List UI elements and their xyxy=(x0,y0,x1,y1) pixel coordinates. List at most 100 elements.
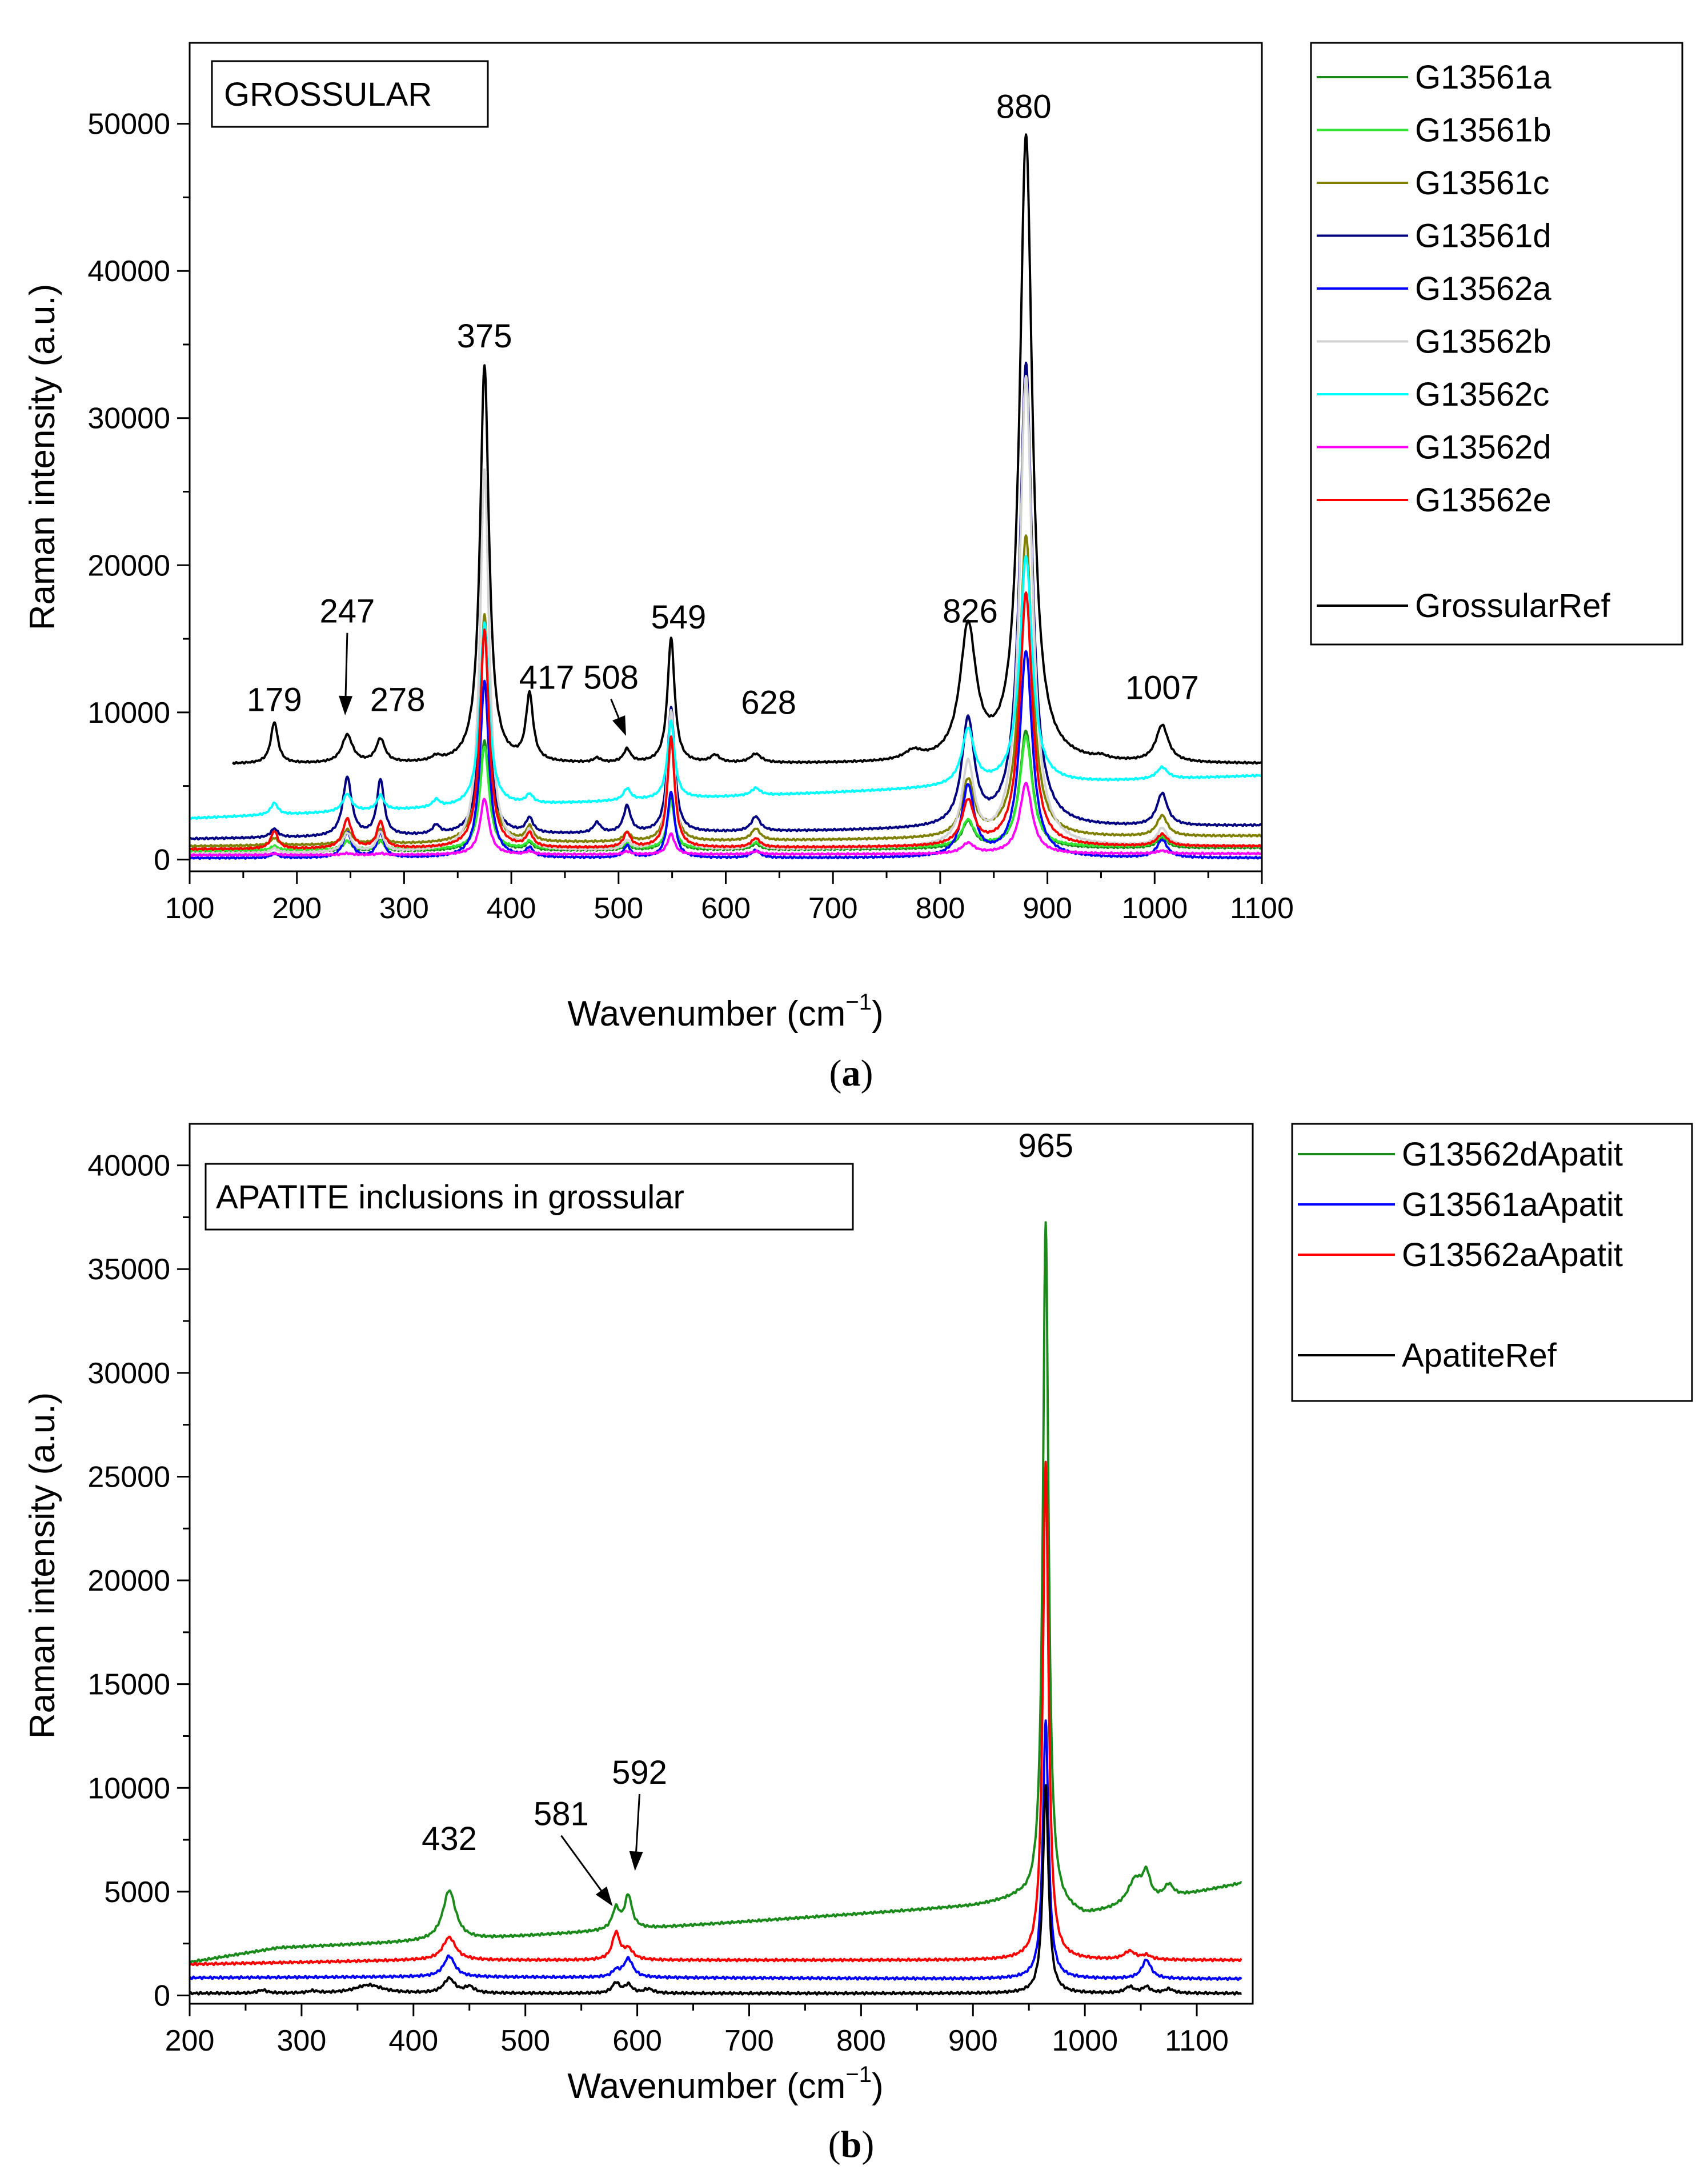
chart-a-x-tick-label: 1100 xyxy=(1230,892,1294,925)
chart-a-x-tick-label: 700 xyxy=(808,892,858,925)
chart-a-x-tick-label: 800 xyxy=(916,892,965,925)
chart-b-y-tick-label: 35000 xyxy=(87,1253,170,1286)
chart-a-peak-label-880: 880 xyxy=(996,88,1052,125)
chart-a-y-tick-label: 0 xyxy=(154,843,170,876)
chart-a-y-tick-label: 40000 xyxy=(87,255,170,288)
chart-a-series-g13562b xyxy=(189,374,1263,856)
chart-a-series-g13562e xyxy=(189,591,1263,851)
chart-a-series-g13562c xyxy=(189,555,1263,820)
chart-a-y-ticks: 0 10000 20000 30000 40000 50000 xyxy=(87,108,190,876)
panel-b: 200 300 400 500 600 700 800 900 1000 1100 0 5000 10… xyxy=(23,1123,1693,2165)
chart-b-y-tick-label: 5000 xyxy=(104,1876,170,1909)
chart-b-y-tick-label: 40000 xyxy=(87,1150,170,1183)
chart-b-x-tick-label: 300 xyxy=(277,2024,327,2057)
chart-a-title-box xyxy=(211,60,489,128)
chart-b-legend: G13562dApatit G13561aApatit G13562aApatit A… xyxy=(1298,1136,1623,1374)
chart-a-x-tick-label: 600 xyxy=(701,892,751,925)
chart-b-arrow-head xyxy=(595,1886,613,1907)
chart-a-legend-label-g13561b: G13561b xyxy=(1415,112,1551,149)
chart-b-peak-label-592: 592 xyxy=(612,1754,667,1791)
chart-b-legend-label-apatiteref: ApatiteRef xyxy=(1402,1337,1557,1374)
chart-b-x-tick-label: 700 xyxy=(724,2024,774,2057)
chart-a-series-grossularref xyxy=(232,133,1263,765)
chart-a-legend-label-g13561a: G13561a xyxy=(1415,59,1551,96)
chart-b-x-tick-label: 800 xyxy=(836,2024,886,2057)
chart-b-y-tick-label: 15000 xyxy=(87,1668,170,1701)
chart-a-peak-label-549: 549 xyxy=(651,599,707,636)
chart-a-y-axis-title: Raman intensity (a.u.) xyxy=(23,284,62,630)
chart-b-x-tick-label: 600 xyxy=(612,2024,662,2057)
chart-b-x-tick-label: 200 xyxy=(165,2024,215,2057)
chart-a-x-tick-label: 900 xyxy=(1023,892,1072,925)
chart-a-series-g13561d xyxy=(189,362,1263,840)
chart-b-y-tick-label: 0 xyxy=(154,1979,170,2012)
chart-a-legend-label-g13562a: G13562a xyxy=(1415,270,1551,307)
chart-b-x-tick-label: 1100 xyxy=(1165,2024,1229,2057)
chart-b-annotations: 965 432 581 592 xyxy=(422,1127,1073,1907)
chart-b-legend-label-g13561aapatit: G13561aApatit xyxy=(1402,1186,1623,1223)
chart-b-series-g13561aapatit xyxy=(189,1719,1242,1981)
chart-a-x-ticks: 100 200 300 400 500 600 700 800 900 1000 1100 xyxy=(165,871,1294,925)
chart-a-peak-label-179: 179 xyxy=(247,681,302,718)
chart-b-x-tick-label: 1000 xyxy=(1052,2024,1118,2057)
chart-a-series-g13561c xyxy=(189,534,1263,848)
chart-b-arrow-line xyxy=(560,1835,602,1891)
chart-a-peak-label-508: 508 xyxy=(583,659,639,696)
chart-a-legend-label-g13561c: G13561c xyxy=(1415,165,1549,202)
chart-a-peak-label-826: 826 xyxy=(943,593,998,630)
chart-b-y-tick-label: 30000 xyxy=(87,1357,170,1390)
chart-b-x-tick-label: 400 xyxy=(388,2024,438,2057)
chart-b-y-tick-label: 10000 xyxy=(87,1772,170,1805)
chart-b-arrow-line xyxy=(635,1793,640,1852)
chart-a-legend-label-grossularref: GrossularRef xyxy=(1415,587,1611,624)
chart-a-x-tick-label: 1000 xyxy=(1121,892,1188,925)
chart-b-y-axis-title: Raman intensity (a.u.) xyxy=(23,1392,62,1739)
panel-a: 100 200 300 400 500 600 700 800 900 1000 1100 0100… xyxy=(23,42,1683,1094)
chart-b-x-ticks: 200 300 400 500 600 700 800 900 1000 1100 xyxy=(165,2004,1229,2057)
chart-a-legend-box xyxy=(1310,42,1683,646)
chart-b-y-tick-label: 25000 xyxy=(87,1460,170,1494)
chart-a-annotations: 179 247 278 375 417 508 549 628 826 880 1007 xyxy=(247,88,1199,736)
chart-b-series-apatiteref xyxy=(189,1784,1242,1996)
chart-b-x-tick-label: 900 xyxy=(948,2024,998,2057)
chart-b-series-g13562aapatit xyxy=(189,1460,1242,1967)
chart-a-x-tick-label: 100 xyxy=(165,892,215,925)
chart-a-peak-label-1007: 1007 xyxy=(1125,670,1199,707)
chart-b-legend-label-g13562aapatit: G13562aApatit xyxy=(1402,1236,1623,1274)
chart-a-legend-label-g13562b: G13562b xyxy=(1415,323,1551,361)
chart-b-title: APATITE inclusions in grossular xyxy=(216,1179,684,1216)
chart-a-caption: (a) xyxy=(829,1052,873,1094)
chart-a-legend-label-g13562e: G13562e xyxy=(1415,482,1551,519)
chart-a-legend-label-g13561d: G13561d xyxy=(1415,218,1551,255)
chart-a-series-g13562d xyxy=(189,782,1263,858)
chart-a-arrow-line xyxy=(610,699,620,719)
chart-b-caption: (b) xyxy=(828,2124,875,2165)
chart-b-title-box xyxy=(205,1163,854,1231)
chart-a-y-tick-label: 20000 xyxy=(87,549,170,582)
chart-a-y-tick-label: 50000 xyxy=(87,108,170,141)
chart-b-peak-label-965: 965 xyxy=(1018,1127,1073,1164)
chart-a-arrow-line xyxy=(344,632,348,696)
chart-b-x-axis-title: Wavenumber (cm−1) xyxy=(567,2062,883,2106)
chart-a-title: GROSSULAR xyxy=(224,76,432,113)
chart-a-peak-label-628: 628 xyxy=(741,684,796,721)
chart-b-plot-frame xyxy=(189,1123,1254,2005)
chart-b-x-tick-label: 500 xyxy=(500,2024,550,2057)
chart-a-arrow-head xyxy=(339,695,353,715)
chart-a-peak-label-417: 417 xyxy=(519,659,575,696)
chart-b-series-group xyxy=(189,1221,1242,1996)
chart-b-peak-label-432: 432 xyxy=(422,1820,477,1857)
chart-a-legend-label-g13562c: G13562c xyxy=(1415,376,1549,413)
chart-a-x-axis-title: Wavenumber (cm−1) xyxy=(567,990,883,1034)
chart-a-peak-label-278: 278 xyxy=(370,681,426,718)
chart-a-plot-frame xyxy=(189,42,1263,872)
chart-b-legend-label-g13562dapatit: G13562dApatit xyxy=(1402,1136,1623,1173)
chart-a-x-tick-label: 200 xyxy=(272,892,322,925)
chart-a-peak-label-247: 247 xyxy=(320,593,375,630)
chart-b-y-tick-label: 20000 xyxy=(87,1564,170,1598)
chart-a-x-tick-label: 400 xyxy=(487,892,536,925)
chart-a-legend: G13561a G13561b G13561c G13561d G13562a G1356… xyxy=(1317,59,1611,624)
chart-a-peak-label-375: 375 xyxy=(457,318,512,355)
chart-b-arrow-head xyxy=(629,1851,643,1871)
